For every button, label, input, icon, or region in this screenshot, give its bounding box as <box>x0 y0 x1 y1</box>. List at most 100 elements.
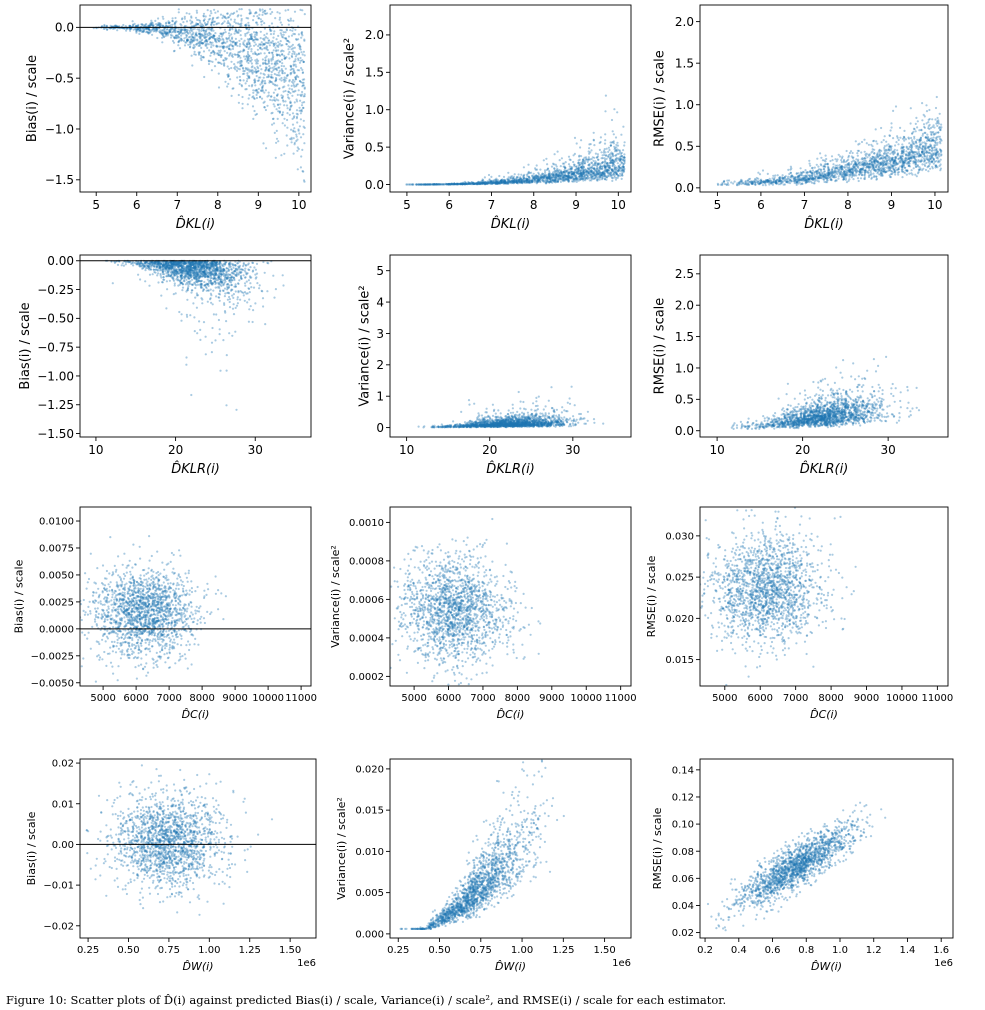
scatter-point <box>241 107 244 110</box>
scatter-point <box>513 178 516 181</box>
scatter-point <box>169 28 172 31</box>
scatter-point <box>289 101 292 104</box>
scatter-point <box>255 89 258 92</box>
scatter-point <box>604 151 607 154</box>
scatter-point <box>226 85 229 88</box>
scatter-point <box>185 12 188 15</box>
scatter-point <box>817 165 820 168</box>
scatter-point <box>778 179 781 182</box>
scatter-point <box>815 171 818 174</box>
y-tick-label: 1.5 <box>365 66 384 80</box>
scatter-point <box>244 88 247 91</box>
scatter-point <box>803 174 806 178</box>
scatter-point <box>168 31 171 34</box>
scatter-point <box>545 174 548 177</box>
scatter-point <box>527 175 531 178</box>
scatter-point <box>411 183 414 186</box>
scatter-point <box>900 152 904 155</box>
scatter-point <box>908 142 911 145</box>
scatter-point <box>840 164 843 168</box>
scatter-point <box>294 58 297 61</box>
scatter-point <box>567 175 570 178</box>
scatter-point <box>798 176 801 179</box>
scatter-point <box>264 68 267 72</box>
scatter-point <box>522 180 525 183</box>
scatter-point <box>137 28 140 32</box>
scatter-point <box>820 177 823 180</box>
scatter-point <box>171 23 174 26</box>
scatter-point <box>497 182 500 185</box>
scatter-point <box>268 24 271 28</box>
scatter-point <box>901 146 904 149</box>
scatter-point <box>462 182 465 185</box>
scatter-point <box>564 167 567 170</box>
scatter-point <box>473 182 476 185</box>
scatter-point <box>806 171 809 174</box>
scatter-point <box>470 182 473 185</box>
scatter-point <box>580 166 583 169</box>
scatter-point <box>870 161 873 164</box>
scatter-point <box>446 183 449 186</box>
scatter-point <box>201 42 204 45</box>
scatter-point <box>293 10 297 13</box>
scatter-point <box>873 159 876 162</box>
scatter-point <box>568 158 571 161</box>
scatter-point <box>926 135 930 138</box>
scatter-point <box>827 165 830 168</box>
scatter-point <box>607 166 611 169</box>
scatter-point <box>264 41 267 44</box>
scatter-point <box>781 178 785 181</box>
scatter-point <box>294 78 297 81</box>
scatter-point <box>210 12 213 15</box>
scatter-point <box>235 69 239 72</box>
scatter-point <box>586 171 590 174</box>
scatter-point <box>798 174 801 177</box>
scatter-point <box>844 175 847 178</box>
scatter-point <box>299 136 303 139</box>
scatter-point <box>824 176 827 179</box>
scatter-point <box>244 82 247 85</box>
scatter-point <box>889 167 892 170</box>
scatter-point <box>202 19 205 22</box>
scatter-point <box>567 178 570 181</box>
scatter-point <box>475 183 478 186</box>
scatter-point <box>930 132 933 136</box>
scatter-point <box>163 30 166 33</box>
scatter-point <box>192 31 195 34</box>
scatter-point <box>620 155 624 158</box>
scatter-point <box>268 51 271 55</box>
scatter-point <box>600 173 603 176</box>
scatter-point <box>249 10 252 13</box>
scatter-point <box>721 183 724 186</box>
scatter-point <box>605 176 609 179</box>
scatter-point <box>605 168 608 171</box>
scatter-point <box>827 167 830 170</box>
scatter-point <box>840 165 844 168</box>
scatter-point <box>139 29 142 32</box>
scatter-point <box>286 118 289 122</box>
scatter-point <box>245 45 248 48</box>
scatter-point <box>273 67 276 71</box>
scatter-point <box>539 177 542 180</box>
scatter-point <box>547 175 550 178</box>
scatter-point <box>901 165 904 168</box>
scatter-point <box>902 135 906 138</box>
scatter-point <box>476 182 479 185</box>
scatter-point <box>250 37 254 40</box>
scatter-point <box>155 28 158 31</box>
scatter-point <box>185 36 188 39</box>
scatter-point <box>240 14 243 17</box>
scatter-point <box>276 44 279 47</box>
scatter-point <box>419 183 422 186</box>
scatter-point <box>887 156 890 159</box>
scatter-point <box>247 41 250 44</box>
scatter-point <box>212 34 215 38</box>
scatter-point <box>783 183 787 186</box>
scatter-point <box>429 183 432 186</box>
scatter-point <box>924 136 927 139</box>
scatter-point <box>278 60 281 63</box>
scatter-point <box>287 35 290 38</box>
scatter-point <box>243 69 246 73</box>
scatter-point <box>925 110 929 113</box>
scatter-point <box>879 161 882 165</box>
